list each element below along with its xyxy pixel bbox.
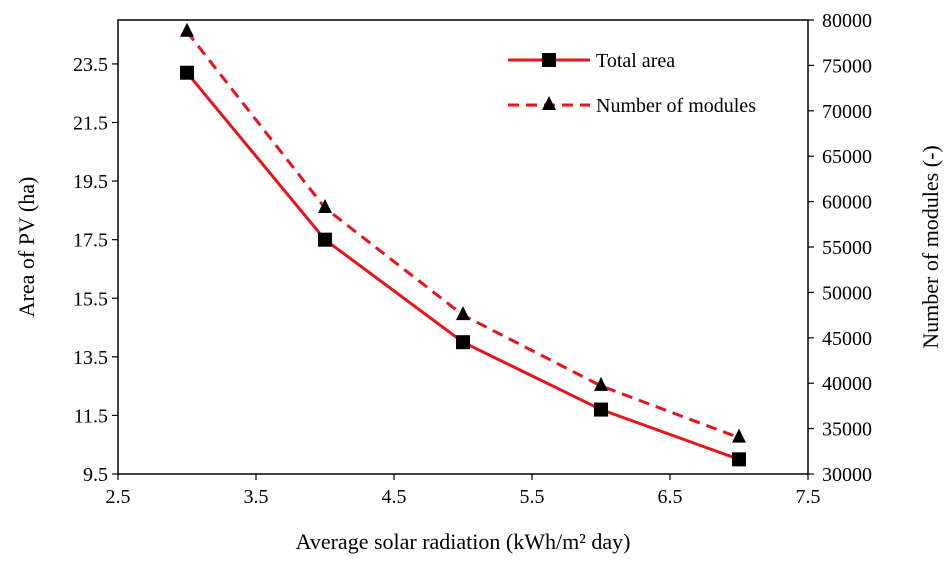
y2-tick-label: 30000 [822, 464, 872, 486]
y-tick-label: 15.5 [73, 288, 108, 310]
x-tick-label: 2.5 [106, 486, 131, 508]
series-layer [180, 22, 746, 467]
plot-frame [117, 19, 809, 475]
x-tick-label: 5.5 [520, 486, 545, 508]
y-tick-label: 21.5 [73, 113, 108, 135]
y2-tick-label: 55000 [822, 237, 872, 259]
y2-tick-label: 60000 [822, 192, 872, 214]
x-tick-label: 7.5 [796, 486, 821, 508]
y2-tick-label: 70000 [822, 101, 872, 123]
y2-tick-label: 50000 [822, 282, 872, 304]
y-tick-label: 11.5 [74, 405, 108, 427]
y2-tick-label: 80000 [822, 10, 872, 32]
data-point-total-area [180, 65, 194, 80]
series-line-number-of-modules [185, 30, 740, 440]
x-tick-label: 3.5 [244, 486, 269, 508]
data-point-number-of-modules [180, 22, 194, 37]
data-point-total-area [594, 402, 608, 417]
legend-label-total-area: Total area [596, 50, 675, 72]
data-point-total-area [456, 335, 470, 350]
y-axis-left: 9.5 11.5 13.5 15.5 17.5 19.5 21.5 23.5 [73, 54, 118, 486]
x-tick-label: 6.5 [658, 486, 683, 508]
y-tick-label: 19.5 [73, 171, 108, 193]
y-tick-label: 17.5 [73, 230, 108, 252]
y2-tick-label: 45000 [822, 328, 872, 350]
y2-axis-title: Number of modules (-) [918, 145, 943, 348]
x-tick-label: 4.5 [382, 486, 407, 508]
series-line-total-area [185, 71, 740, 461]
y2-tick-label: 65000 [822, 146, 872, 168]
y-axis-title: Area of PV (ha) [14, 177, 39, 318]
y-tick-label: 9.5 [83, 464, 108, 486]
y-axis-right: 30000 35000 40000 45000 50000 55000 60000 65000… [808, 10, 872, 486]
y-tick-label: 23.5 [73, 54, 108, 76]
legend-marker-triangle [542, 96, 556, 110]
data-point-number-of-modules [318, 198, 332, 213]
legend-marker-square [542, 53, 556, 67]
data-point-number-of-modules [456, 306, 470, 321]
y2-tick-label: 35000 [822, 419, 872, 441]
x-axis-title: Average solar radiation (kWh/m² day) [296, 529, 631, 554]
data-point-number-of-modules [594, 376, 608, 391]
plot-area [117, 19, 809, 475]
y2-tick-label: 75000 [822, 55, 872, 77]
legend-label-number-of-modules: Number of modules [596, 95, 756, 117]
data-point-number-of-modules [732, 428, 746, 443]
x-axis: 2.5 3.5 4.5 5.5 6.5 7.5 [106, 474, 821, 508]
data-point-total-area [318, 232, 332, 247]
y-tick-label: 13.5 [73, 347, 108, 369]
data-point-total-area [732, 452, 746, 467]
legend: Total area Number of modules [508, 50, 756, 117]
y2-tick-label: 40000 [822, 373, 872, 395]
